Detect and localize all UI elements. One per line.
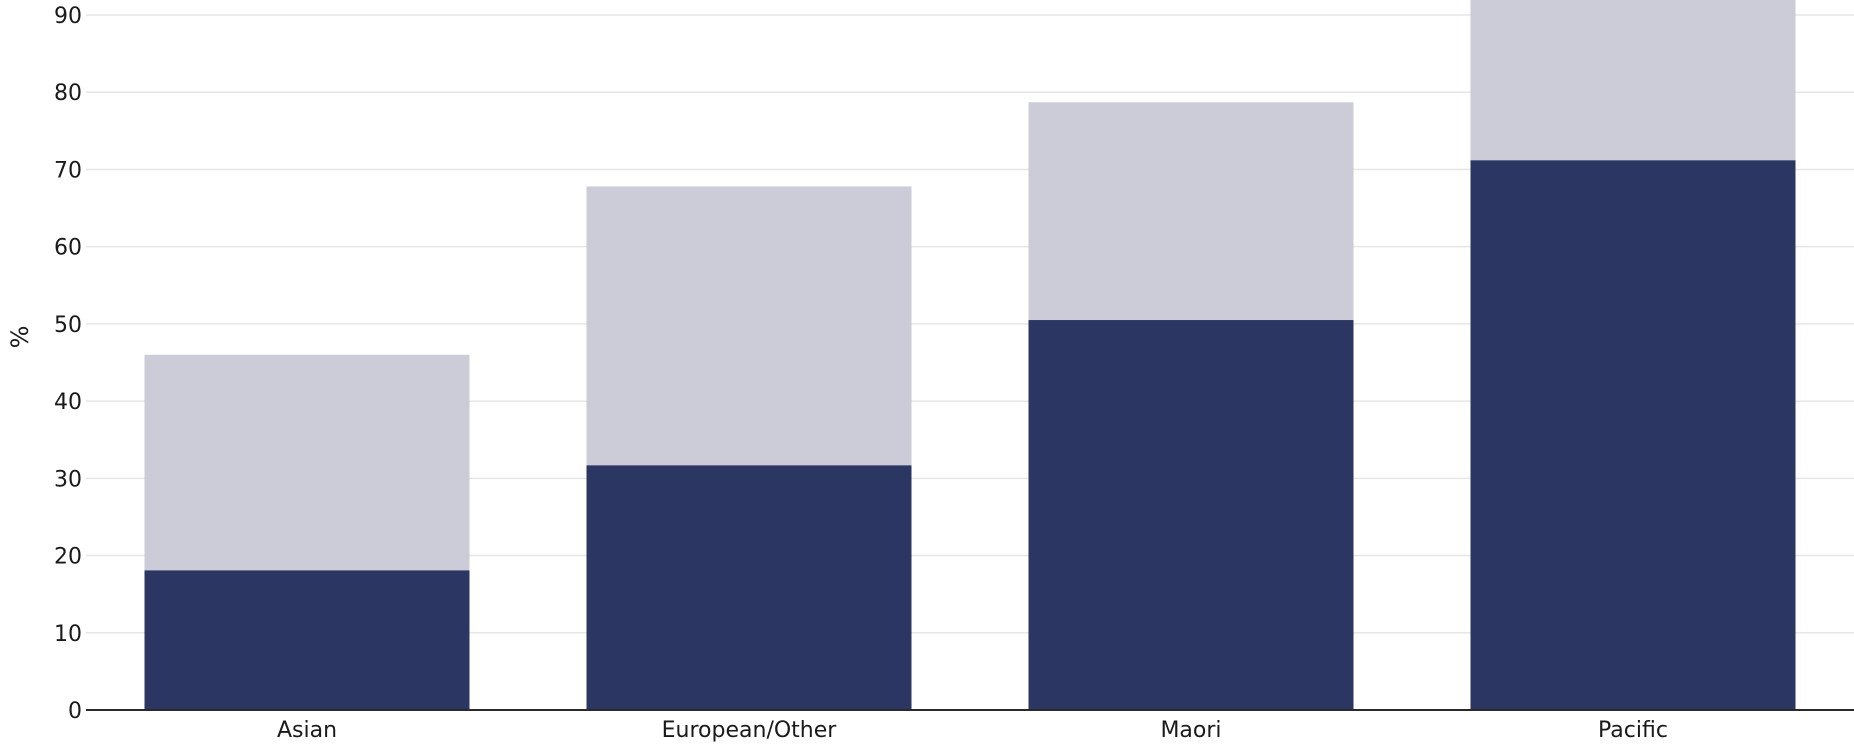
x-tick-label: Maori xyxy=(1160,718,1221,743)
bar-segment-lower xyxy=(144,570,470,710)
y-tick-label: 20 xyxy=(54,545,82,570)
bar-segment-upper xyxy=(144,354,470,571)
y-tick-label: 10 xyxy=(54,622,82,647)
y-axis-ticks: 0 10 20 30 40 50 60 70 80 90 xyxy=(54,4,82,724)
bar-segment-upper xyxy=(586,186,912,466)
x-tick-label: Asian xyxy=(277,718,337,743)
x-tick-label: Pacific xyxy=(1598,718,1668,743)
bar-segment-lower xyxy=(586,465,912,710)
x-tick-label: European/Other xyxy=(662,718,838,743)
bar-segment-lower xyxy=(1470,160,1796,710)
x-axis-ticks: Asian European/Other Maori Pacific xyxy=(277,718,1668,743)
y-tick-label: 40 xyxy=(54,390,82,415)
bar-segment-upper xyxy=(1470,0,1796,161)
y-tick-label: 80 xyxy=(54,81,82,106)
y-tick-label: 0 xyxy=(68,699,82,724)
bars xyxy=(144,0,1796,710)
y-tick-label: 50 xyxy=(54,313,82,338)
y-axis-title: % xyxy=(6,326,34,349)
y-tick-label: 60 xyxy=(54,236,82,261)
y-tick-label: 90 xyxy=(54,4,82,29)
y-tick-label: 70 xyxy=(54,158,82,183)
bar-segment-upper xyxy=(1028,102,1354,321)
bar-segment-lower xyxy=(1028,320,1354,710)
y-tick-label: 30 xyxy=(54,467,82,492)
